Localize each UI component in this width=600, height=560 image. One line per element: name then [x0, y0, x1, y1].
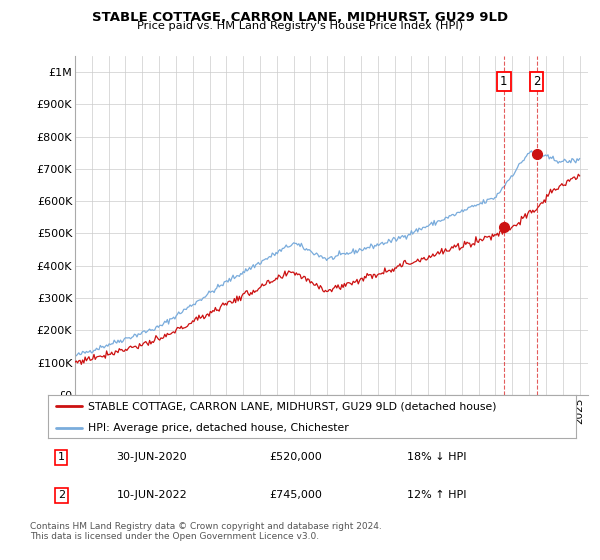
Text: 2: 2	[58, 491, 65, 500]
Text: Contains HM Land Registry data © Crown copyright and database right 2024.
This d: Contains HM Land Registry data © Crown c…	[30, 522, 382, 542]
Text: STABLE COTTAGE, CARRON LANE, MIDHURST, GU29 9LD: STABLE COTTAGE, CARRON LANE, MIDHURST, G…	[92, 11, 508, 24]
Text: 1: 1	[500, 75, 508, 88]
Text: 10-JUN-2022: 10-JUN-2022	[116, 491, 187, 500]
Text: 12% ↑ HPI: 12% ↑ HPI	[407, 491, 467, 500]
Text: HPI: Average price, detached house, Chichester: HPI: Average price, detached house, Chic…	[88, 423, 349, 433]
Text: 2: 2	[533, 75, 541, 88]
Text: £745,000: £745,000	[270, 491, 323, 500]
Text: £520,000: £520,000	[270, 452, 323, 463]
Text: 1: 1	[58, 452, 65, 463]
Text: 18% ↓ HPI: 18% ↓ HPI	[407, 452, 467, 463]
Text: Price paid vs. HM Land Registry's House Price Index (HPI): Price paid vs. HM Land Registry's House …	[137, 21, 463, 31]
Text: 30-JUN-2020: 30-JUN-2020	[116, 452, 187, 463]
Text: STABLE COTTAGE, CARRON LANE, MIDHURST, GU29 9LD (detached house): STABLE COTTAGE, CARRON LANE, MIDHURST, G…	[88, 402, 496, 412]
